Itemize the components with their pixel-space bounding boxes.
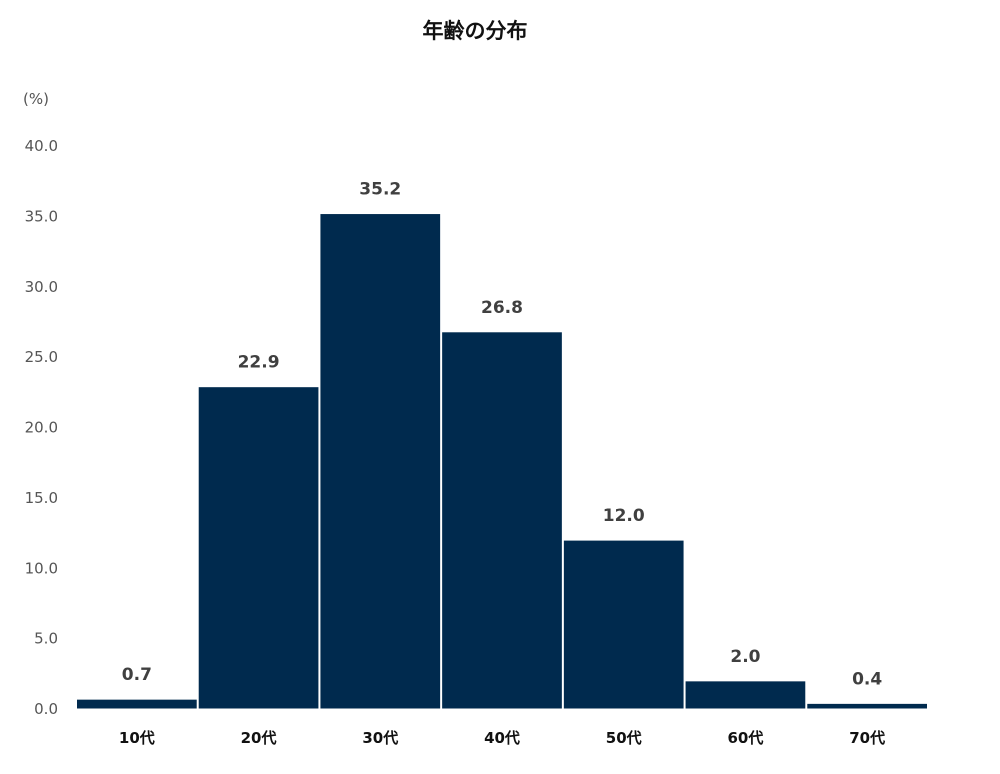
bars — [76, 213, 928, 710]
data-label: 35.2 — [359, 180, 401, 200]
bar-60代 — [684, 680, 807, 710]
y-tick-label: 30.0 — [25, 278, 58, 296]
y-tick-label: 0.0 — [34, 700, 58, 718]
chart-title: 年齢の分布 — [423, 19, 528, 43]
x-axis-ticks: 10代 20代 30代 40代 50代 60代 70代 — [119, 729, 885, 747]
bar-40代 — [441, 331, 563, 710]
bar-20代 — [197, 386, 320, 710]
y-tick-label: 10.0 — [25, 559, 58, 577]
data-label: 2.0 — [730, 647, 760, 667]
bar-30代 — [319, 213, 442, 710]
data-label: 12.0 — [603, 506, 645, 526]
x-tick-label: 30代 — [362, 729, 398, 747]
y-tick-label: 25.0 — [25, 348, 58, 366]
bar-10代 — [76, 698, 198, 710]
bar-50代 — [562, 539, 685, 710]
data-label: 0.7 — [122, 665, 152, 685]
y-tick-label: 40.0 — [25, 137, 58, 155]
data-label: 22.9 — [238, 353, 280, 373]
y-tick-label: 15.0 — [25, 489, 58, 507]
y-axis-ticks: 0.0 5.0 10.0 15.0 20.0 25.0 30.0 35.0 40.0 — [25, 137, 58, 718]
data-labels: 0.7 22.9 35.2 26.8 12.0 2.0 0.4 — [122, 180, 883, 690]
x-tick-label: 70代 — [849, 729, 885, 747]
x-tick-label: 50代 — [606, 729, 642, 747]
data-label: 26.8 — [481, 298, 523, 318]
data-label: 0.4 — [852, 669, 882, 689]
x-tick-label: 60代 — [727, 729, 763, 747]
y-tick-label: 35.0 — [25, 207, 58, 225]
bar-70代 — [806, 702, 928, 710]
y-tick-label: 5.0 — [34, 630, 58, 648]
x-tick-label: 20代 — [241, 729, 277, 747]
x-tick-label: 40代 — [484, 729, 520, 747]
y-axis-unit-label: (%) — [23, 90, 49, 108]
x-tick-label: 10代 — [119, 729, 155, 747]
y-tick-label: 20.0 — [25, 419, 58, 437]
